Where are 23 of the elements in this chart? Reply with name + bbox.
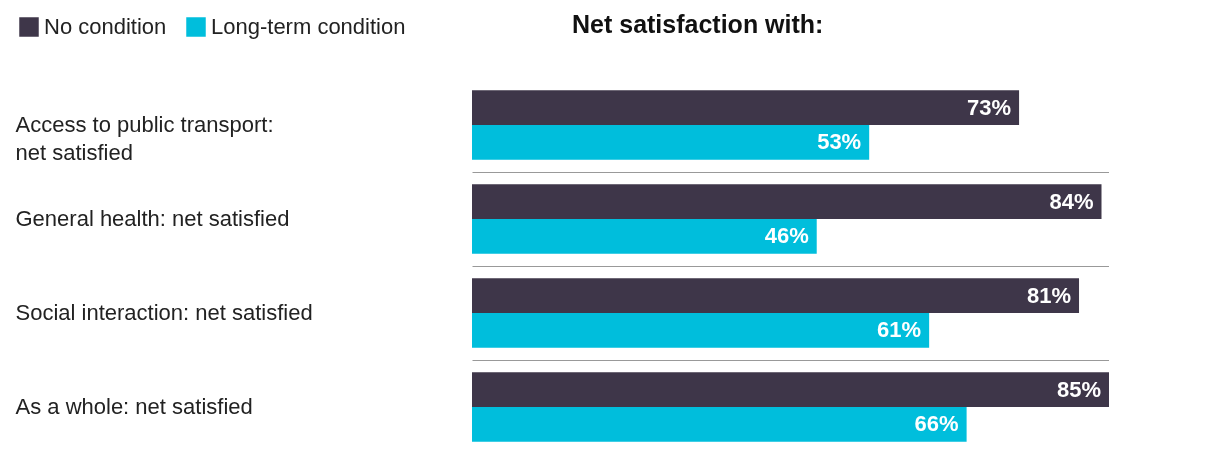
data-label: 81% (1026, 282, 1072, 308)
bar (472, 219, 817, 254)
data-label: 73% (967, 94, 1012, 120)
chart-title: Net satisfaction with: (572, 10, 824, 38)
data-label: 61% (877, 317, 922, 343)
y-tick-label: Social interaction: net satisfied (15, 300, 313, 325)
bar (472, 278, 1080, 313)
bar (472, 372, 1109, 407)
bar (472, 90, 1020, 125)
bar (472, 313, 930, 348)
data-label: 66% (914, 411, 959, 437)
data-label: 53% (817, 129, 862, 155)
y-tick-label: Access to public transport: net satisfied (15, 112, 274, 165)
data-label: 84% (1049, 188, 1094, 214)
y-tick-label: General health: net satisfied (15, 206, 290, 231)
y-tick-label: As a whole: net satisfied (15, 394, 253, 419)
data-label: 85% (1056, 376, 1101, 402)
bar (472, 184, 1102, 219)
bar (472, 125, 870, 160)
data-label: 46% (764, 223, 809, 249)
legend-label: No condition (44, 14, 167, 39)
legend-label: Long-term condition (211, 14, 406, 39)
bar (472, 407, 967, 442)
